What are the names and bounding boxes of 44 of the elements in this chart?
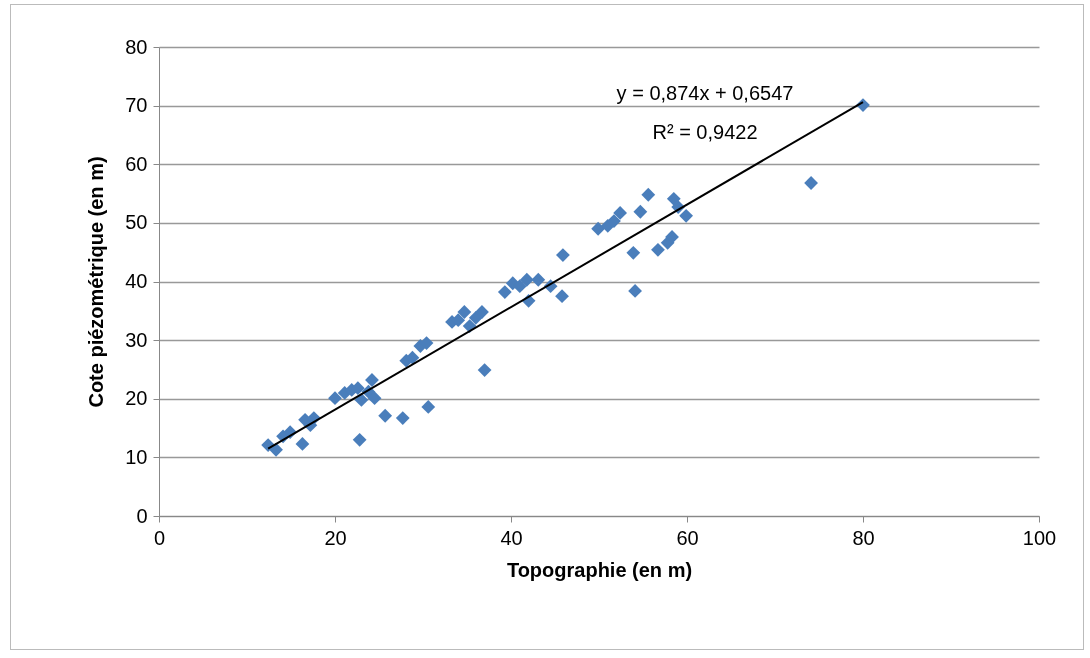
point [591,221,606,236]
point [628,283,642,298]
x-tick-label: 80 [852,526,875,549]
x-tick-label: 40 [500,526,523,549]
x-tick-label: 100 [1022,526,1057,549]
annotation: y = 0,874x + 0,6547 [616,82,794,104]
annotation: R² = 0,9422 [652,121,758,143]
point [295,437,310,451]
point [556,248,570,263]
point [497,285,512,299]
point [405,350,420,365]
point [666,191,681,206]
point [679,208,694,223]
point [421,400,436,414]
x-tick-label: 60 [676,526,699,549]
point [555,289,569,304]
point [613,206,628,220]
y-tick-label: 50 [125,211,148,234]
y-tick-label: 80 [125,35,148,58]
point [641,187,656,202]
y-tick-label: 30 [125,328,148,351]
y-tick-label: 40 [125,270,148,292]
x-axis-title: Topographie (en m) [506,558,693,581]
point [626,245,641,260]
point [477,363,492,377]
point [328,391,342,406]
point [519,272,534,287]
x-tick-label: 0 [153,526,166,549]
point [531,272,546,287]
point [457,305,472,319]
point [367,391,382,406]
point [378,408,393,423]
point [352,432,367,447]
y-tick-label: 60 [125,152,148,175]
y-tick-label: 20 [125,387,148,410]
x-tick-label: 20 [324,526,347,549]
y-tick-label: 70 [125,94,148,117]
y-tick-label: 10 [125,445,148,468]
point [607,214,621,229]
y-tick-label: 0 [136,504,148,527]
point [651,242,665,257]
point [633,204,648,219]
y-axis-title: Cote piézométrique (en m) [85,156,108,408]
point [395,411,410,425]
